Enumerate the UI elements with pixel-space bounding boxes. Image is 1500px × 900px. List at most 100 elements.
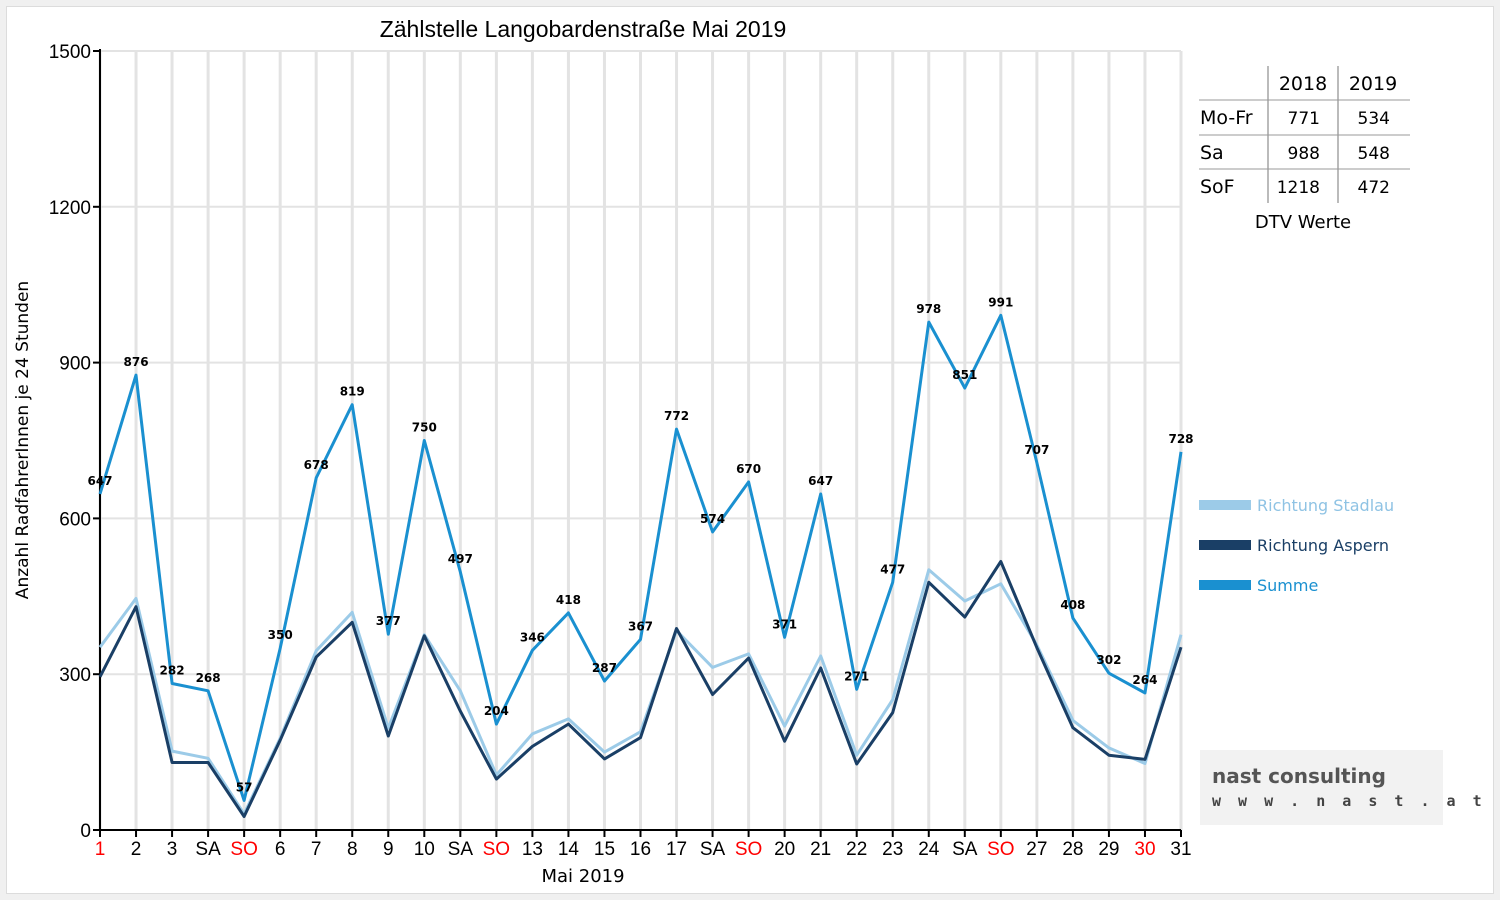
x-tick-label: 14 bbox=[558, 839, 580, 860]
data-label: 647 bbox=[87, 474, 112, 488]
legend-label: Richtung Stadlau bbox=[1257, 496, 1394, 515]
data-label: 876 bbox=[124, 355, 149, 369]
table-cell: 988 bbox=[1288, 144, 1320, 164]
legend-label: Summe bbox=[1257, 576, 1318, 595]
data-label: 57 bbox=[236, 780, 253, 794]
x-tick-label: SA bbox=[448, 839, 474, 860]
table-row-label: Sa bbox=[1200, 142, 1224, 164]
x-tick-label: 7 bbox=[311, 839, 322, 860]
table-cell: 472 bbox=[1358, 178, 1390, 198]
series-lines bbox=[98, 313, 1183, 818]
x-tick-label: 10 bbox=[414, 839, 435, 860]
y-tick-label: 0 bbox=[80, 821, 91, 842]
chart-title: Zählstelle Langobardenstraße Mai 2019 bbox=[380, 16, 787, 42]
legend-swatch bbox=[1199, 580, 1251, 590]
data-label: 302 bbox=[1096, 653, 1121, 667]
x-tick-label: 20 bbox=[774, 839, 795, 860]
data-label: 670 bbox=[736, 462, 761, 476]
x-tick-label: 31 bbox=[1170, 839, 1191, 860]
data-label: 350 bbox=[268, 628, 293, 642]
x-tick-label: 6 bbox=[275, 839, 286, 860]
x-tick-label: SO bbox=[735, 839, 762, 860]
legend-swatch bbox=[1199, 540, 1251, 550]
data-label: 851 bbox=[952, 368, 977, 382]
x-tick-label: 16 bbox=[630, 839, 651, 860]
series-line bbox=[98, 313, 1183, 802]
logo-url: w w w . n a s t . a t bbox=[1212, 792, 1486, 810]
dtv-table: 2018 2019 Mo-Fr 771 534 Sa 988 548 SoF 1218 472 DTV… bbox=[1199, 66, 1410, 233]
data-label: 204 bbox=[484, 704, 509, 718]
data-label: 377 bbox=[376, 614, 401, 628]
table-cell: 1218 bbox=[1277, 178, 1320, 198]
legend: Richtung Stadlau Richtung Aspern Summe bbox=[1199, 496, 1394, 595]
data-label: 728 bbox=[1168, 432, 1193, 446]
data-label: 707 bbox=[1024, 443, 1049, 457]
y-tick-label: 1200 bbox=[49, 198, 91, 219]
series-line bbox=[98, 560, 1183, 818]
x-tick-label: SO bbox=[987, 839, 1014, 860]
x-tick-label: 30 bbox=[1134, 839, 1155, 860]
x-tick-label: SA bbox=[195, 839, 221, 860]
data-label: 371 bbox=[772, 617, 797, 631]
x-tick-label: 9 bbox=[383, 839, 394, 860]
table-caption: DTV Werte bbox=[1255, 212, 1351, 233]
x-tick-label: 29 bbox=[1098, 839, 1119, 860]
table-cell: 548 bbox=[1358, 144, 1390, 164]
x-tick-label: 1 bbox=[95, 839, 106, 860]
table-header: 2018 bbox=[1279, 73, 1327, 95]
x-tick-label: 28 bbox=[1062, 839, 1083, 860]
x-tick-label: SO bbox=[230, 839, 257, 860]
x-tick-label: 27 bbox=[1026, 839, 1047, 860]
data-label: 271 bbox=[844, 669, 869, 683]
x-tick-label: 22 bbox=[846, 839, 867, 860]
data-label: 408 bbox=[1060, 598, 1085, 612]
data-label: 282 bbox=[160, 664, 185, 678]
data-label: 750 bbox=[412, 421, 437, 435]
logo: nast consulting w w w . n a s t . a t bbox=[1200, 750, 1482, 825]
data-label: 418 bbox=[556, 593, 581, 607]
data-label: 264 bbox=[1132, 673, 1157, 687]
x-tick-label: SO bbox=[483, 839, 510, 860]
x-tick-label: 13 bbox=[522, 839, 543, 860]
data-label: 978 bbox=[916, 302, 941, 316]
x-tick-label: SA bbox=[700, 839, 726, 860]
y-tick-label: 300 bbox=[59, 665, 91, 686]
x-tick-label: 15 bbox=[594, 839, 615, 860]
data-label: 497 bbox=[448, 552, 473, 566]
data-label: 678 bbox=[304, 458, 329, 472]
y-axis-label: Anzahl RadfahrerInnen je 24 Stunden bbox=[13, 281, 33, 599]
x-axis-label: Mai 2019 bbox=[541, 866, 624, 887]
table-cell: 771 bbox=[1288, 109, 1320, 129]
data-label: 819 bbox=[340, 385, 365, 399]
data-label: 346 bbox=[520, 630, 545, 644]
data-label: 287 bbox=[592, 661, 617, 675]
logo-name: nast consulting bbox=[1212, 764, 1386, 788]
x-tick-label: 17 bbox=[666, 839, 687, 860]
x-tick-label: 23 bbox=[882, 839, 903, 860]
table-header: 2019 bbox=[1349, 73, 1397, 95]
x-tick-label: 3 bbox=[167, 839, 178, 860]
data-labels: 647 876 282 268 57 350 678 819 377 750 497 204 346 41… bbox=[87, 295, 1193, 794]
table-cell: 534 bbox=[1358, 109, 1390, 129]
legend-label: Richtung Aspern bbox=[1257, 536, 1389, 555]
legend-swatch bbox=[1199, 500, 1251, 510]
data-label: 772 bbox=[664, 409, 689, 423]
grid bbox=[98, 50, 1183, 831]
data-label: 574 bbox=[700, 512, 725, 526]
y-tick-label: 1500 bbox=[49, 42, 91, 63]
data-label: 477 bbox=[880, 562, 905, 576]
y-tick-label: 900 bbox=[59, 354, 91, 375]
table-row-label: Mo-Fr bbox=[1200, 107, 1253, 129]
y-tick-label: 600 bbox=[59, 509, 91, 530]
x-tick-label: 8 bbox=[347, 839, 358, 860]
x-tick-label: SA bbox=[952, 839, 978, 860]
data-label: 647 bbox=[808, 474, 833, 488]
data-label: 991 bbox=[988, 295, 1013, 309]
x-tick-label: 21 bbox=[810, 839, 831, 860]
data-label: 268 bbox=[196, 671, 221, 685]
table-row-label: SoF bbox=[1200, 176, 1235, 198]
x-tick-label: 24 bbox=[918, 839, 940, 860]
data-label: 367 bbox=[628, 619, 653, 633]
